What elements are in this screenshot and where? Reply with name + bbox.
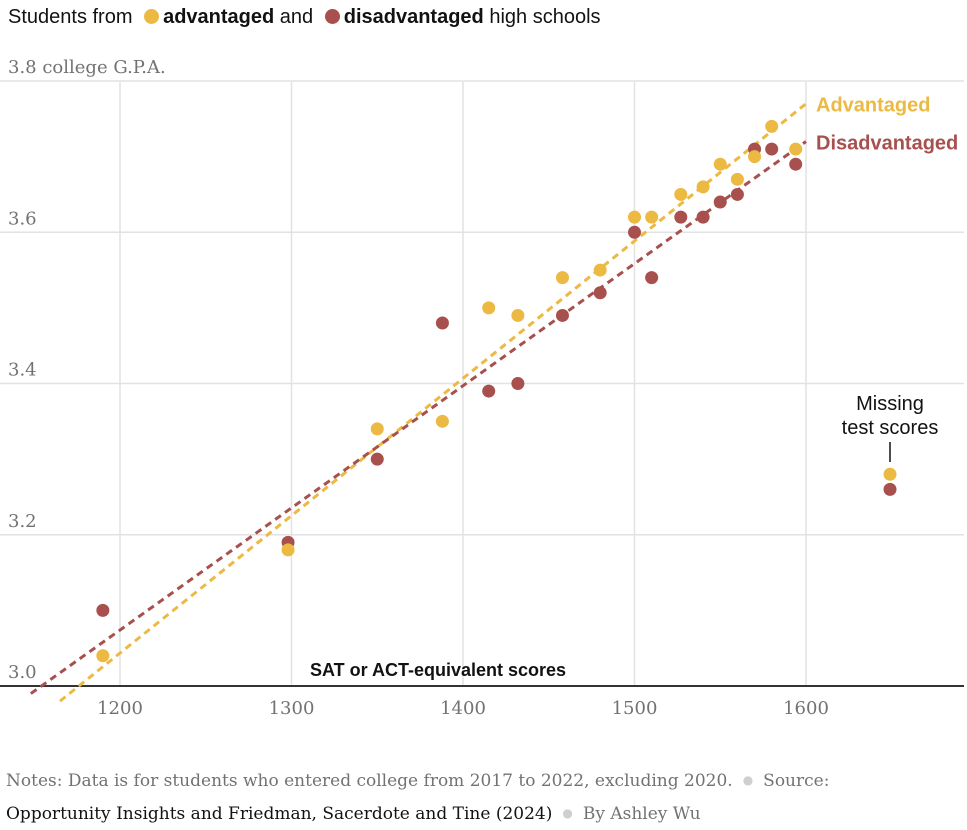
y-tick-label: 3.0	[8, 662, 37, 683]
y-tick-label: 3.8 college G.P.A.	[8, 57, 166, 78]
advantaged-point	[555, 271, 569, 285]
chart-legend: Students from advantaged and disadvantag…	[8, 4, 601, 30]
advantaged-point	[713, 157, 727, 171]
x-tick-label: 1500	[612, 698, 658, 719]
advantaged-point	[96, 649, 110, 663]
legend-advantaged: advantaged	[163, 6, 275, 28]
x-tick-label: 1300	[269, 698, 315, 719]
disadvantaged-point	[435, 316, 449, 330]
missing-advantaged-point	[883, 467, 897, 481]
missing-disadvantaged-point	[883, 482, 897, 496]
disadvantaged-trend-line	[29, 140, 807, 695]
disadvantaged-dot-icon	[324, 9, 340, 24]
source-text: Opportunity Insights and Friedman, Sacer…	[6, 804, 553, 824]
disadvantaged-series-label: Disadvantaged	[816, 133, 958, 155]
disadvantaged-point	[713, 195, 727, 209]
legend-prefix: Students from	[8, 6, 133, 28]
advantaged-point	[281, 543, 295, 557]
separator-dot-icon: ●	[742, 773, 754, 787]
x-axis-label: SAT or ACT-equivalent scores	[310, 660, 566, 680]
disadvantaged-point	[96, 603, 110, 617]
scatter-chart: 3.0 3.2 3.4 3.6 3.8 college G.P.A. 1200 1300 14…	[0, 57, 964, 719]
disadvantaged-point	[696, 210, 710, 224]
missing-label-line2: test scores	[842, 417, 939, 439]
advantaged-series-label: Advantaged	[816, 95, 930, 117]
x-tick-label: 1400	[440, 698, 486, 719]
x-tick-label: 1200	[97, 698, 143, 719]
disadvantaged-point	[370, 452, 384, 466]
disadvantaged-point	[628, 225, 641, 239]
legend-and: and	[279, 6, 314, 28]
legend-disadvantaged: disadvantaged	[343, 6, 484, 28]
advantaged-dot-icon	[144, 9, 160, 24]
disadvantaged-point	[555, 308, 569, 322]
advantaged-trend-line	[59, 102, 807, 703]
disadvantaged-point	[482, 384, 496, 398]
disadvantaged-point	[593, 286, 607, 300]
advantaged-point	[789, 142, 803, 156]
y-tick-label: 3.4	[8, 360, 37, 381]
missing-label-line1: Missing	[856, 393, 924, 415]
advantaged-point	[765, 119, 779, 133]
chart-notes: Notes: Data is for students who entered …	[6, 764, 906, 830]
disadvantaged-point	[765, 142, 779, 156]
disadvantaged-point	[789, 157, 803, 171]
advantaged-point	[370, 422, 384, 436]
disadvantaged-point	[674, 210, 688, 224]
byline: By Ashley Wu	[582, 804, 701, 824]
source-label: Source:	[763, 771, 830, 791]
advantaged-point	[696, 180, 710, 194]
disadvantaged-point	[730, 187, 744, 201]
advantaged-point	[511, 308, 525, 322]
advantaged-point	[645, 210, 659, 224]
separator-dot-icon: ●	[562, 806, 573, 820]
disadvantaged-point	[511, 377, 525, 390]
x-tick-label: 1600	[783, 698, 829, 719]
advantaged-point	[435, 414, 449, 428]
legend-suffix: high schools	[489, 6, 601, 28]
advantaged-point	[628, 210, 641, 224]
advantaged-point	[593, 263, 607, 277]
y-tick-label: 3.6	[8, 208, 37, 229]
notes-text: Notes: Data is for students who entered …	[6, 771, 733, 791]
advantaged-point	[730, 172, 744, 186]
y-tick-label: 3.2	[8, 511, 37, 532]
advantaged-point	[674, 187, 688, 201]
disadvantaged-point	[645, 271, 659, 285]
advantaged-point	[482, 301, 496, 315]
advantaged-point	[748, 150, 762, 164]
